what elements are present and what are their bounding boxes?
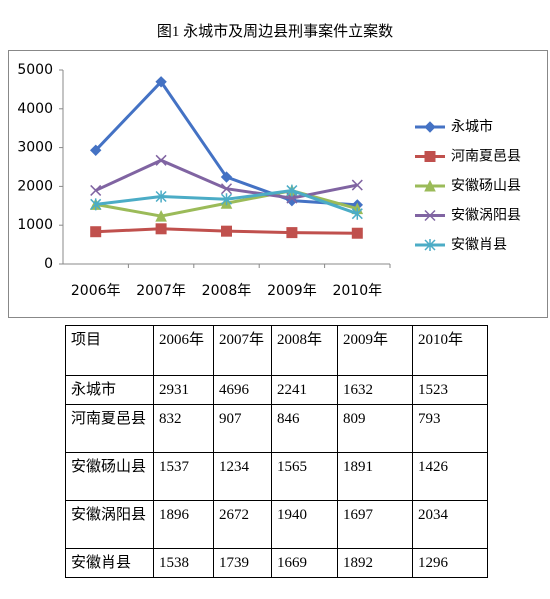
data-point: [155, 223, 167, 235]
data-point: [286, 184, 298, 197]
table-cell: 2241: [271, 375, 338, 405]
table-cell: 安徽砀山县: [65, 452, 154, 501]
table-cell: 1739: [213, 548, 272, 578]
table-cell: 2010年: [412, 325, 488, 376]
table-cell: 河南夏邑县: [65, 404, 154, 453]
data-point: [220, 193, 233, 206]
legend-label: 河南夏邑县: [451, 149, 521, 165]
table-cell: 2672: [213, 500, 272, 549]
x-tick-label: 2010年: [332, 283, 382, 299]
table-cell: 安徽肖县: [65, 548, 154, 578]
table-cell: 1234: [213, 452, 272, 501]
table-row: 项目 2006年 2007年 2008年 2009年 2010年: [65, 325, 488, 376]
y-tick-label: 2000: [17, 178, 53, 194]
legend-label: 安徽砀山县: [451, 178, 521, 194]
legend-marker: [424, 121, 436, 133]
y-tick-label: 1000: [17, 217, 53, 233]
table-cell: 1523: [412, 375, 488, 405]
data-point: [155, 76, 167, 88]
table-cell: 2008年: [271, 325, 338, 376]
table-cell: 安徽涡阳县: [65, 500, 154, 549]
y-tick-label: 4000: [17, 101, 53, 117]
table-cell: 907: [213, 404, 272, 453]
legend-marker: [424, 209, 436, 222]
data-point: [90, 198, 102, 211]
table-cell: 1537: [153, 452, 214, 501]
legend-label: 安徽涡阳县: [451, 208, 521, 224]
data-point: [351, 207, 363, 220]
table-cell: 1896: [153, 500, 214, 549]
table-cell: 846: [271, 404, 338, 453]
data-point: [89, 144, 102, 156]
table-row: 河南夏邑县 832 907 846 809 793: [65, 404, 488, 453]
table-row: 安徽砀山县 1537 1234 1565 1891 1426: [65, 452, 488, 501]
data-point: [90, 226, 102, 238]
data-point: [220, 183, 233, 195]
table-cell: 809: [337, 404, 413, 453]
x-tick-label: 2008年: [202, 283, 252, 299]
data-point: [155, 154, 167, 166]
x-tick-label: 2006年: [71, 283, 121, 299]
data-point: [155, 210, 167, 222]
table-cell: 1565: [271, 452, 338, 501]
table-cell: 2009年: [337, 325, 413, 376]
x-tick-label: 2009年: [267, 283, 317, 299]
legend-label: 永城市: [451, 118, 493, 135]
caption: 图1 永城市及周边县刑事案件立案数: [156, 24, 394, 40]
chart-frame: [8, 50, 548, 318]
chart: 0 1000 2000 3000 4000 5000 2006年 2007年 2008年 2009…: [8, 50, 548, 318]
table-cell: 4696: [213, 375, 272, 405]
table-cell: 1669: [271, 548, 338, 578]
table-cell: 832: [153, 404, 214, 453]
x-tick-label: 2007年: [136, 283, 186, 299]
data-point: [286, 227, 298, 239]
table-cell: 1892: [337, 548, 413, 578]
data-point: [351, 179, 363, 191]
legend-marker: [424, 179, 436, 192]
table-row: 安徽涡阳县 1896 2672 1940 1697 2034: [65, 500, 488, 549]
legend-label: 安徽肖县: [451, 237, 507, 253]
table-cell: 2931: [153, 375, 214, 405]
table-row: 安徽肖县 1538 1739 1669 1892 1296: [65, 548, 488, 578]
table-cell: 2007年: [213, 325, 272, 376]
legend-marker: [424, 239, 436, 251]
table-cell: 2034: [412, 500, 488, 549]
data-point: [351, 227, 363, 239]
legend-marker: [424, 151, 436, 162]
data-point: [221, 225, 232, 237]
table-cell: 1296: [412, 548, 488, 578]
table-cell: 永城市: [65, 375, 154, 405]
data-table: 项目 2006年 2007年 2008年 2009年 2010年 永城市 2931 4696 22…: [65, 325, 488, 578]
table-cell: 793: [412, 404, 488, 453]
data-point: [155, 190, 167, 203]
table-row: 永城市 2931 4696 2241 1632 1523: [65, 375, 488, 405]
table-cell: 1426: [412, 452, 488, 501]
table-cell: 1697: [337, 500, 413, 549]
y-tick-label: 3000: [17, 140, 53, 156]
table-cell: 2006年: [153, 325, 214, 376]
data-point: [90, 184, 102, 196]
data-point: [220, 171, 233, 183]
table-cell: 1538: [153, 548, 214, 578]
table-cell: 项目: [65, 325, 154, 376]
table-cell: 1891: [337, 452, 413, 501]
table-cell: 1940: [271, 500, 338, 549]
y-tick-label: 0: [44, 256, 53, 272]
y-tick-label: 5000: [17, 62, 53, 78]
table-cell: 1632: [337, 375, 413, 405]
